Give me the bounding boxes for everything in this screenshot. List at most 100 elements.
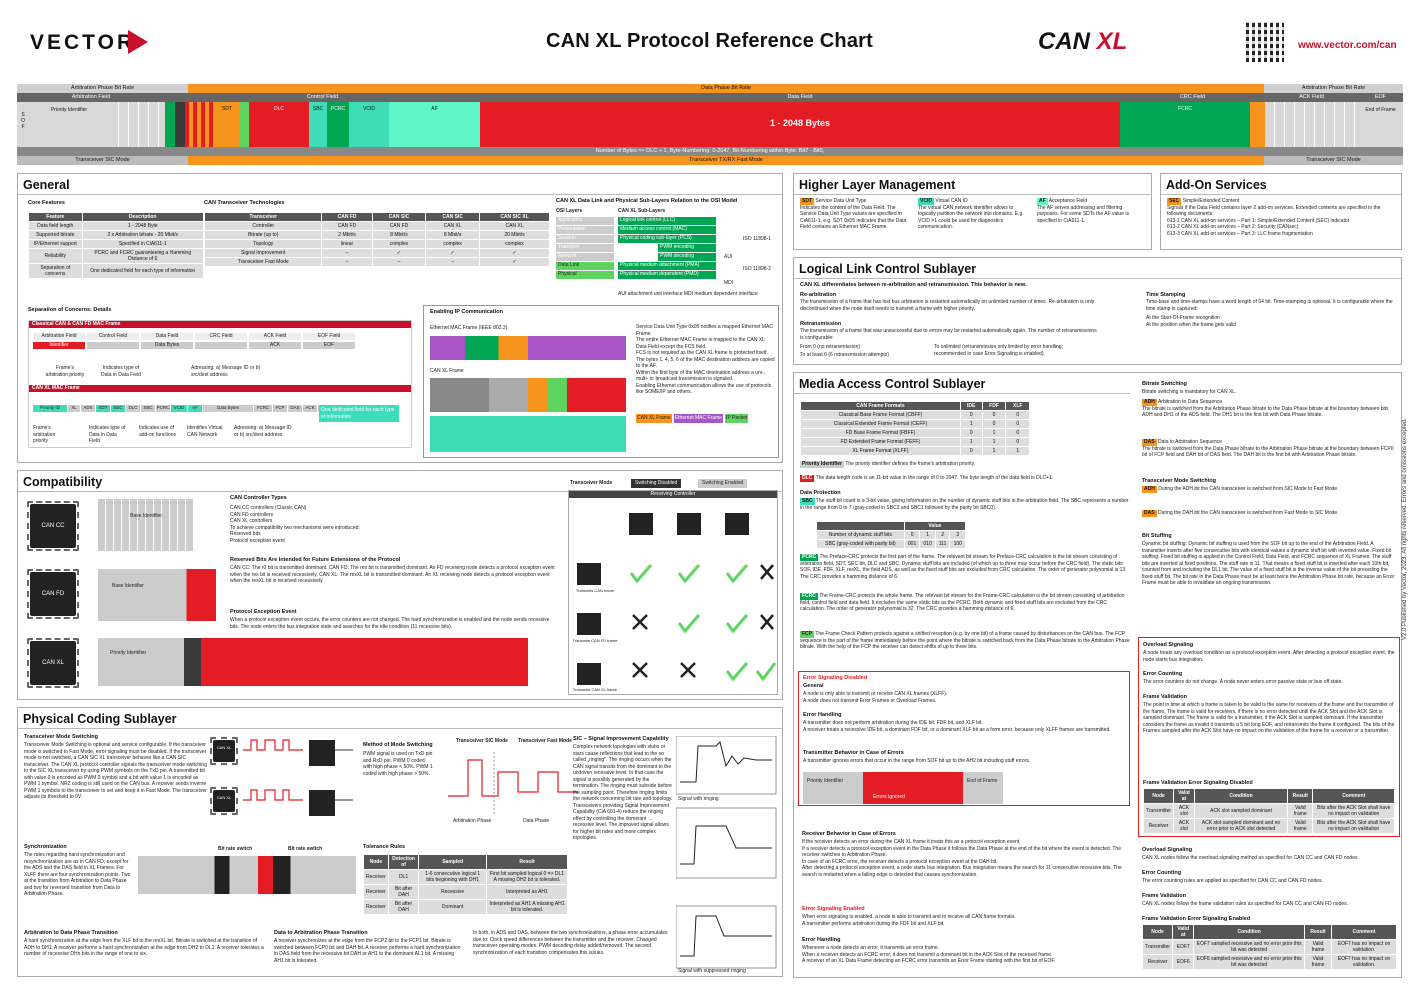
band-arb-right: Arbitration Phase Bit Rate <box>1264 84 1403 93</box>
pee-title: Protocol Exception Event <box>230 609 297 615</box>
mms-text: PWM signal is used on TxD pin and RxD pi… <box>363 751 433 777</box>
ts-item-1: At the position when the frame gets vali… <box>1146 322 1237 328</box>
esd-items: A node is only able to transmit or recei… <box>803 691 948 704</box>
af-field: AF <box>389 102 480 147</box>
iso-2-label: ISO 11898-2 <box>743 266 771 272</box>
chip-can-fd: CAN FD <box>27 569 79 619</box>
sec-bit <box>239 102 249 147</box>
ov-text: A node treats any overload condition as … <box>1143 650 1395 663</box>
compat-matrix-svg <box>577 513 777 685</box>
canxl-frame-label: CAN XL Frame <box>430 368 464 374</box>
xl-note-addon: Indicates use of add-on functions <box>139 425 176 438</box>
sync-text: The rules regarding hard synchronization… <box>24 852 131 897</box>
website-link[interactable]: www.vector.com/can <box>1298 40 1397 51</box>
sep-box: Classical CAN & CAN FD MAC Frame Arbitra… <box>28 320 412 448</box>
mac-tms-title: Transceiver Mode Switching <box>1142 478 1216 484</box>
ese-right-box: Overload Signaling A node treats any ove… <box>1138 637 1400 837</box>
fast-mode-label: Transceiver Fast Mode <box>518 738 572 744</box>
compat-panel: Compatibility CAN CC CAN FD CAN XL Base … <box>17 470 783 700</box>
trx-tech-title: CAN Transceiver Technologies <box>204 200 285 206</box>
ads-field <box>185 102 215 147</box>
ts-text: Time-base and time-stamps have a word le… <box>1146 299 1393 312</box>
fv2-title: Frame Validation <box>1142 893 1187 899</box>
xl-note-vcid: Identifies Virtual CAN Network <box>187 425 223 438</box>
sub-pma: Physical medium attachment (PMA) <box>618 262 716 270</box>
sync-frame-strip <box>138 856 356 894</box>
trx-mode-legend: Transceiver Mode <box>570 480 613 486</box>
sub-pcs: Physical coding sub-layer (PCS) <box>618 235 716 243</box>
trx-sic-left: Transceiver SIC Mode <box>17 156 188 165</box>
ctrl-types-title: CAN Controller Types <box>230 495 287 501</box>
chip-can-cc: CAN CC <box>27 501 79 551</box>
tb-title: Transmitter Behavior in Case of Errors <box>803 750 904 756</box>
band-data: Data Phase Bit Rate <box>188 84 1264 93</box>
mode-switch-svg <box>448 752 578 816</box>
hlm-vcid: VCID Virtual CAN ID The virtual CAN netwo… <box>918 198 1024 230</box>
osi-footnote: AUI attachment unit interface MDI medium… <box>618 291 758 297</box>
bit-stuffing-title: Bit Stuffing <box>1142 533 1172 539</box>
osi-presentation: Presentation <box>556 226 614 234</box>
logo-can-text: CAN <box>1038 28 1090 55</box>
trx-fast: Transceiver TX/RX Fast Mode <box>188 156 1264 165</box>
d2a-title: Data to Arbitration Phase Transition <box>274 930 368 936</box>
trx-sic-right: Transceiver SIC Mode <box>1264 156 1403 165</box>
dlc-field: DLC <box>249 102 309 147</box>
retx-item-1: To unlimited (retransmission only limite… <box>934 344 1063 357</box>
data-phase-label: Data Phase <box>523 818 550 824</box>
llc-title: Logical Link Control Sublayer <box>799 262 977 276</box>
rearb-text: The transmission of a frame that has los… <box>800 299 1095 312</box>
ese-items: When error signaling is enabled, a node … <box>802 914 1016 927</box>
fd-frame-mini: Base Identifier <box>98 569 216 621</box>
classic-note-priority: Frame's arbitration priority <box>45 365 85 378</box>
esd-eh-title: Error Handling <box>803 712 842 718</box>
ip-title: Enabling IP Communication <box>430 309 503 315</box>
eof-seg: End of Frame <box>1358 102 1403 147</box>
iso-1-label: ISO 11898-1 <box>743 236 771 242</box>
data-protection-title: Data Protection <box>800 490 841 496</box>
frame-format-table: CAN Frame Formats IDE FDF XLF Classical Bas… <box>800 401 1030 456</box>
ese-title: Error Signaling Enabled <box>802 906 865 912</box>
fcrc-field: FCRC <box>1120 102 1250 147</box>
rb-title: Receiver Behavior in Case of Errors <box>802 831 896 837</box>
arb-field-label: Arbitration Field <box>17 93 165 102</box>
ack-bits <box>1265 102 1358 147</box>
retx-title: Retransmission <box>800 321 842 327</box>
reserved-text: CAN CC: The r0 bit is transmitted domina… <box>230 565 555 584</box>
crc-field-label: CRC Field <box>1120 93 1265 102</box>
pwm-waveform-svg <box>243 739 353 816</box>
pid-row: Priority Identifier The priority identif… <box>800 461 976 468</box>
ese-eh-items: Whenever a node detects an error, it tra… <box>802 945 1056 964</box>
canxl-frame-bar <box>430 378 626 412</box>
hlm-panel: Higher Layer Management SDT Service Data… <box>793 173 1152 250</box>
osi-transport: Transport <box>556 244 614 252</box>
d2a-text: A receiver synchronizes at the edge from… <box>274 938 461 964</box>
chip-can-xl: CAN XL <box>27 638 79 688</box>
fvd-table: Node Valid at Condition Result Comment Trans… <box>1142 788 1395 834</box>
adh-row: ADH Arbitration to Data Sequence The bitr… <box>1142 399 1389 418</box>
pcs-tms-title: Transceiver Mode Switching <box>24 734 98 740</box>
cc-frame-mini: Base Identifier <box>98 499 194 551</box>
switching-disabled-legend: Switching Disabled <box>631 479 682 488</box>
mdi-label: MDI <box>724 280 734 286</box>
pcs-title: Physical Coding Sublayer <box>23 712 177 726</box>
classic-values: Identifier Data Bytes ACK EOF <box>33 342 355 349</box>
esd-box: Error Signaling Disabled General A node … <box>798 671 1130 806</box>
ov2-text: CAN XL nodes follow the overload signali… <box>1142 855 1359 861</box>
ack-field-label: ACK Field <box>1265 93 1358 102</box>
sbc-row: SBC The stuff bit count is a 3-bit value… <box>800 498 1129 511</box>
retx-text: The transmission of a frame that was uns… <box>800 328 1097 341</box>
esd-eh-items: A transmitter does not perform arbitrati… <box>803 720 1111 733</box>
eth-frame-bar <box>430 336 626 360</box>
vector-logo: VECTOR <box>30 31 136 54</box>
ip-box: Enabling IP Communication Ethernet MAC F… <box>423 305 779 458</box>
llc-panel: Logical Link Control Sublayer CAN XL dif… <box>793 257 1402 365</box>
retx-item-0: From 0 (no retransmission) <box>800 344 861 350</box>
a2d-title: Arbitration to Data Phase Transition <box>24 930 118 936</box>
xl-mac-title: CAN XL MAC Frame <box>29 385 411 392</box>
page-title: CAN XL Protocol Reference Chart <box>545 30 873 52</box>
tolerance-title: Tolerance Rules <box>363 844 406 850</box>
arb-phase-label: Arbitration Phase <box>453 818 492 824</box>
osi-title: CAN XL Data Link and Physical Sub-Layers… <box>556 198 738 204</box>
ads-das-text: In both, in ADS and DAS, between the two… <box>473 930 668 956</box>
osi-session: Session <box>556 235 614 243</box>
